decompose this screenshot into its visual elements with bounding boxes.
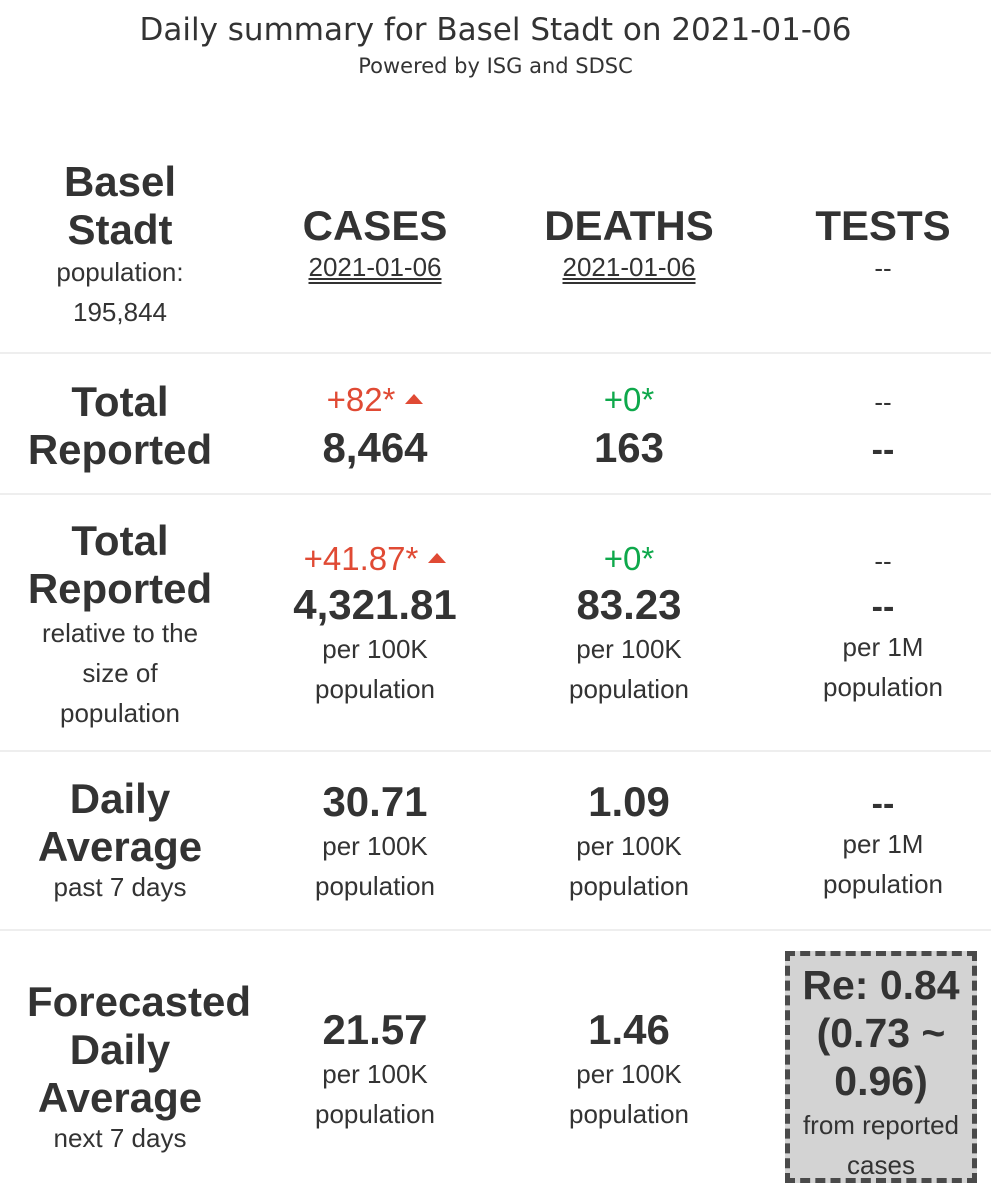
total-cases-delta: +82* xyxy=(247,380,503,420)
deaths-title: DEATHS xyxy=(544,202,714,249)
relative-deaths-unit2: population xyxy=(569,674,689,704)
re-estimate-box: Re: 0.84 (0.73 ~ 0.96) from reported cas… xyxy=(785,951,977,1183)
daily-tests-value: -- xyxy=(871,785,895,823)
row-divider xyxy=(0,352,991,354)
daily-deaths-value: 1.09 xyxy=(588,778,670,825)
re-source-line1: from reported xyxy=(802,1110,960,1140)
relative-cases-unit1: per 100K xyxy=(322,634,428,664)
daily-deaths-cell: 1.09 per 100K population xyxy=(502,778,756,906)
total-deaths-delta: +0* xyxy=(603,381,655,418)
relative-label-line1: Total xyxy=(71,517,169,564)
forecast-cases-unit2: population xyxy=(315,1099,435,1129)
relative-tests-unit2: population xyxy=(823,672,943,702)
cases-column-header: CASES 2021-01-06 xyxy=(247,202,503,284)
relative-cases-cell: +41.87* 4,321.81 per 100K population xyxy=(247,539,503,709)
forecast-label-line2: Daily xyxy=(69,1026,171,1073)
total-deaths-value: 163 xyxy=(593,424,665,471)
relative-cases-delta-text: +41.87* xyxy=(303,540,419,577)
region-name-line2: Stadt xyxy=(67,206,173,253)
cases-date-link[interactable]: 2021-01-06 xyxy=(247,250,503,284)
row-divider xyxy=(0,929,991,931)
daily-deaths-unit2: population xyxy=(569,871,689,901)
daily-cases-value: 30.71 xyxy=(322,778,428,825)
total-tests-delta: -- xyxy=(874,387,892,417)
deaths-date-link[interactable]: 2021-01-06 xyxy=(502,250,756,284)
re-value-line3: 0.96) xyxy=(834,1058,928,1104)
daily-average-label-line2: Average xyxy=(37,823,203,870)
relative-cases-unit2: population xyxy=(315,674,435,704)
forecast-deaths-unit2: population xyxy=(569,1099,689,1129)
total-cases-cell: +82* 8,464 xyxy=(247,380,503,472)
population-label: population: xyxy=(56,257,184,287)
total-cases-delta-text: +82* xyxy=(326,381,396,418)
row-divider xyxy=(0,493,991,495)
daily-cases-unit2: population xyxy=(315,871,435,901)
daily-cases-cell: 30.71 per 100K population xyxy=(247,778,503,906)
forecast-sub: next 7 days xyxy=(53,1123,187,1153)
daily-tests-unit2: population xyxy=(823,869,943,899)
forecast-label-line3: Average xyxy=(37,1074,203,1121)
relative-sub-line1: relative to the xyxy=(41,618,199,648)
total-tests-cell: -- -- xyxy=(756,384,991,470)
total-reported-label: Total Reported xyxy=(0,378,240,474)
daily-cases-unit1: per 100K xyxy=(322,831,428,861)
re-value-line1: Re: 0.84 xyxy=(802,962,960,1008)
forecast-deaths-value: 1.46 xyxy=(588,1006,670,1053)
increase-arrow-icon xyxy=(405,394,424,405)
region-block: Basel Stadt population: 195,844 xyxy=(0,158,240,332)
relative-tests-unit1: per 1M xyxy=(842,632,924,662)
daily-average-sub: past 7 days xyxy=(53,872,187,902)
total-reported-label-line1: Total xyxy=(71,378,169,425)
relative-deaths-unit1: per 100K xyxy=(576,634,682,664)
page-subtitle: Powered by ISG and SDSC xyxy=(358,54,633,78)
forecast-deaths-unit1: per 100K xyxy=(576,1059,682,1089)
population-value: 195,844 xyxy=(73,297,167,327)
cases-date[interactable]: 2021-01-06 xyxy=(308,252,442,282)
total-reported-label-line2: Reported xyxy=(27,426,213,473)
forecast-deaths-cell: 1.46 per 100K population xyxy=(502,1006,756,1134)
forecast-cases-cell: 21.57 per 100K population xyxy=(247,1006,503,1134)
relative-label: Total Reported relative to the size of p… xyxy=(0,517,240,733)
daily-tests-unit1: per 1M xyxy=(842,829,924,859)
row-divider xyxy=(0,750,991,752)
re-source-line2: cases xyxy=(847,1150,915,1180)
deaths-date[interactable]: 2021-01-06 xyxy=(562,252,696,282)
total-tests-value: -- xyxy=(871,431,895,469)
daily-average-label: Daily Average past 7 days xyxy=(0,775,240,907)
page-title: Daily summary for Basel Stadt on 2021-01… xyxy=(139,12,852,48)
daily-tests-cell: -- per 1M population xyxy=(756,784,991,904)
relative-sub-line3: population xyxy=(60,698,180,728)
region-name-line1: Basel xyxy=(63,158,177,205)
total-cases-value: 8,464 xyxy=(322,424,428,471)
relative-deaths-cell: +0* 83.23 per 100K population xyxy=(502,539,756,709)
relative-deaths-value: 83.23 xyxy=(576,581,682,628)
tests-column-header: TESTS -- xyxy=(756,202,991,286)
re-value-line2: (0.73 ~ xyxy=(816,1010,946,1056)
tests-date: -- xyxy=(874,253,892,283)
relative-tests-value: -- xyxy=(871,588,895,626)
relative-cases-delta: +41.87* xyxy=(247,539,503,579)
forecast-cases-value: 21.57 xyxy=(322,1006,428,1053)
forecast-label: Forecasted Daily Average next 7 days xyxy=(0,978,278,1158)
forecast-label-line1: Forecasted xyxy=(26,978,252,1025)
relative-deaths-delta: +0* xyxy=(603,540,655,577)
forecast-cases-unit1: per 100K xyxy=(322,1059,428,1089)
relative-tests-cell: -- -- per 1M population xyxy=(756,543,991,707)
total-deaths-cell: +0* 163 xyxy=(502,380,756,472)
relative-cases-value: 4,321.81 xyxy=(293,581,457,628)
relative-label-line2: Reported xyxy=(27,565,213,612)
deaths-column-header: DEATHS 2021-01-06 xyxy=(502,202,756,284)
tests-title: TESTS xyxy=(815,202,951,249)
daily-average-label-line1: Daily xyxy=(69,775,171,822)
increase-arrow-icon xyxy=(428,553,447,564)
relative-sub-line2: size of xyxy=(82,658,158,688)
cases-title: CASES xyxy=(302,202,448,249)
relative-tests-delta: -- xyxy=(874,546,892,576)
daily-deaths-unit1: per 100K xyxy=(576,831,682,861)
